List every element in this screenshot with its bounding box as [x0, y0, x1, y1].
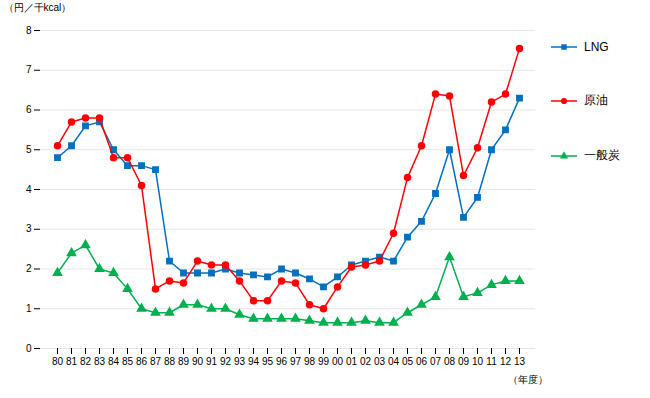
svg-text:0: 0 — [26, 343, 32, 354]
svg-text:91: 91 — [206, 356, 218, 367]
svg-text:06: 06 — [416, 356, 428, 367]
svg-text:81: 81 — [66, 356, 78, 367]
svg-text:85: 85 — [122, 356, 134, 367]
svg-text:5: 5 — [26, 144, 32, 155]
svg-text:03: 03 — [374, 356, 386, 367]
svg-text:01: 01 — [346, 356, 358, 367]
svg-text:90: 90 — [192, 356, 204, 367]
svg-text:8: 8 — [26, 25, 32, 36]
svg-text:99: 99 — [318, 356, 330, 367]
svg-text:09: 09 — [458, 356, 470, 367]
svg-text:08: 08 — [444, 356, 456, 367]
svg-text:4: 4 — [26, 184, 32, 195]
svg-text:1: 1 — [26, 303, 32, 314]
svg-text:2: 2 — [26, 263, 32, 274]
svg-text:02: 02 — [360, 356, 372, 367]
svg-text:10: 10 — [472, 356, 484, 367]
svg-text:92: 92 — [220, 356, 232, 367]
svg-text:82: 82 — [80, 356, 92, 367]
html-text:原油: 原油 — [584, 93, 608, 107]
svg-text:93: 93 — [234, 356, 246, 367]
svg-text:87: 87 — [150, 356, 162, 367]
html-text:LNG: LNG — [584, 40, 609, 54]
svg-text:6: 6 — [26, 104, 32, 115]
svg-text:13: 13 — [514, 356, 526, 367]
svg-text:80: 80 — [52, 356, 64, 367]
svg-text:11: 11 — [486, 356, 497, 367]
svg-text:83: 83 — [94, 356, 106, 367]
svg-text:12: 12 — [500, 356, 512, 367]
svg-text:3: 3 — [26, 223, 32, 234]
svg-text:94: 94 — [248, 356, 260, 367]
svg-text:7: 7 — [26, 64, 32, 75]
svg-text:95: 95 — [262, 356, 274, 367]
svg-text:84: 84 — [108, 356, 120, 367]
svg-text:07: 07 — [430, 356, 442, 367]
svg-text:05: 05 — [402, 356, 414, 367]
svg-text:04: 04 — [388, 356, 400, 367]
svg-text:98: 98 — [304, 356, 316, 367]
svg-text:00: 00 — [332, 356, 344, 367]
svg-text:86: 86 — [136, 356, 148, 367]
svg-text:（年度）: （年度） — [508, 374, 548, 385]
svg-text:97: 97 — [290, 356, 302, 367]
svg-text:（円／千kcal）: （円／千kcal） — [4, 2, 72, 13]
svg-text:88: 88 — [164, 356, 176, 367]
svg-text:96: 96 — [276, 356, 288, 367]
html-text:一般炭: 一般炭 — [584, 148, 620, 162]
svg-text:89: 89 — [178, 356, 190, 367]
